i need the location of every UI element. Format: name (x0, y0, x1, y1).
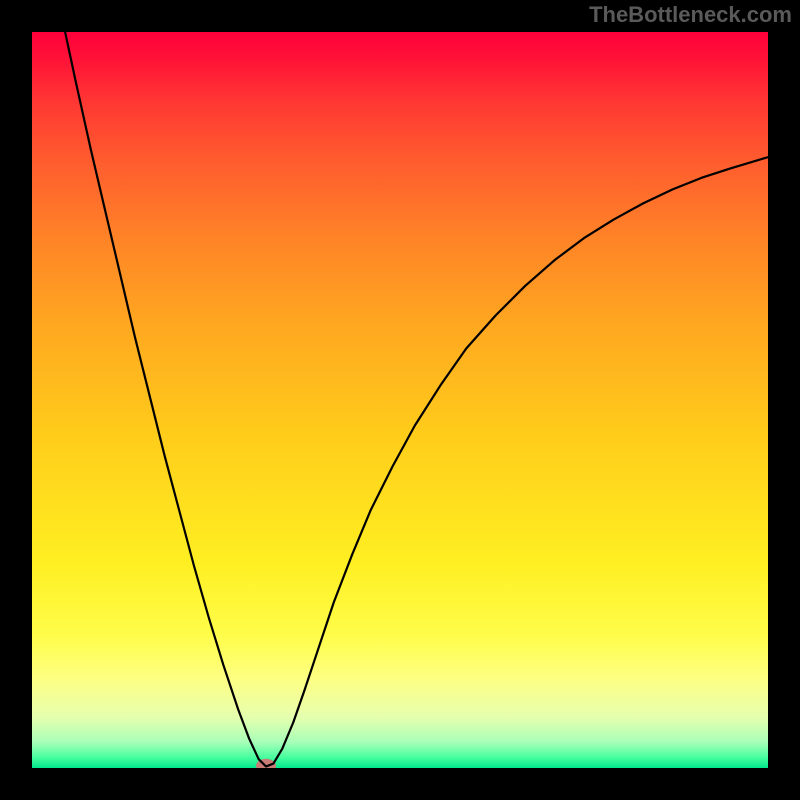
bottleneck-chart (32, 32, 768, 768)
chart-frame (32, 32, 768, 768)
watermark-text: TheBottleneck.com (589, 2, 792, 28)
chart-background (32, 32, 768, 768)
